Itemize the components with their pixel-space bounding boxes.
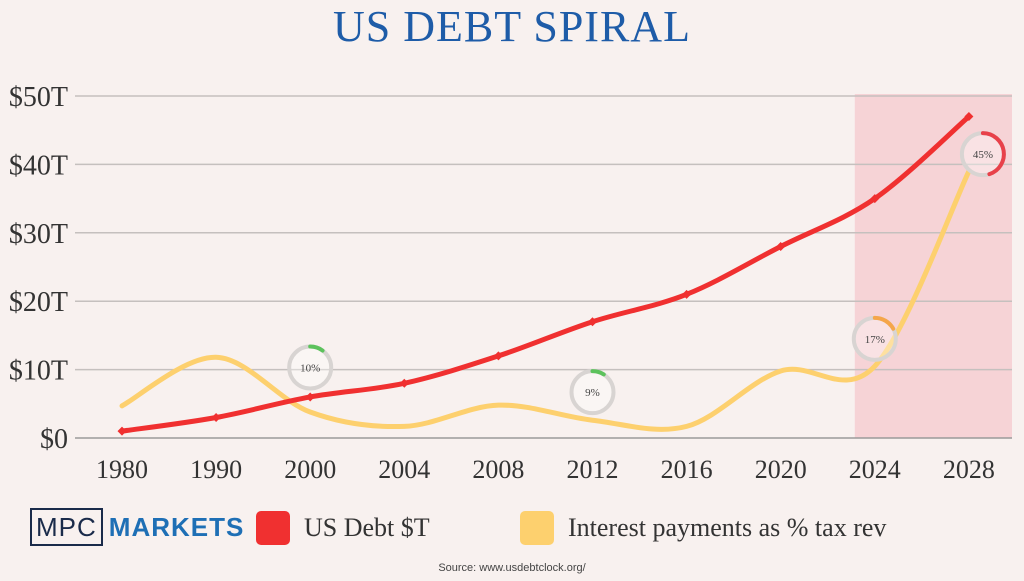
legend-label-interest: Interest payments as % tax rev [568,513,886,543]
series-line-interest-payments-as-tax-rev [122,171,969,429]
annotation-label: 17% [865,334,885,346]
x-tick-label: 2016 [661,455,713,484]
data-point-us-debt-t [118,427,127,436]
x-tick-label: 2012 [567,455,619,484]
x-tick-label: 2028 [943,455,995,484]
x-tick-label: 2024 [849,455,901,484]
y-tick-label: $50T [9,82,68,113]
legend-swatch-us-debt [256,511,290,545]
x-tick-label: 2020 [755,455,807,484]
x-tick-label: 2008 [472,455,524,484]
chart-plot: $0 $10T $20T $30T $40T $50T 1980 1990 2000 2004 2… [0,0,1024,498]
x-tick-label: 2004 [378,455,430,484]
legend-item-interest: Interest payments as % tax rev [520,508,886,548]
x-tick-label: 1990 [190,455,242,484]
legend-item-us-debt: US Debt $T [256,508,430,548]
legend: MPC MARKETS US Debt $T Interest payments… [0,498,1024,554]
annotation-label: 45% [973,149,993,161]
y-tick-label: $40T [9,150,68,181]
y-tick-label: $30T [9,219,68,250]
x-tick-label: 2000 [284,455,336,484]
annotation-17: 17% [854,318,896,360]
annotation-10: 10% [289,347,331,389]
annotation-9: 9% [572,371,614,413]
logo-markets-text: MARKETS [109,512,245,543]
logo-mpc-text: MPC [30,508,103,546]
x-tick-label: 1980 [96,455,148,484]
legend-swatch-interest [520,511,554,545]
legend-label-us-debt: US Debt $T [304,513,430,543]
annotation-label: 9% [585,387,600,399]
data-point-us-debt-t [212,413,221,422]
source-note: Source: www.usdebtclock.org/ [0,562,1024,574]
y-tick-label: $0 [40,424,68,455]
mpc-markets-logo: MPC MARKETS [30,506,244,548]
y-tick-label: $20T [9,287,68,318]
annotation-label: 10% [300,363,320,375]
data-point-us-debt-t [306,392,315,401]
y-tick-label: $10T [9,356,68,387]
annotation-45: 45% [962,133,1004,175]
